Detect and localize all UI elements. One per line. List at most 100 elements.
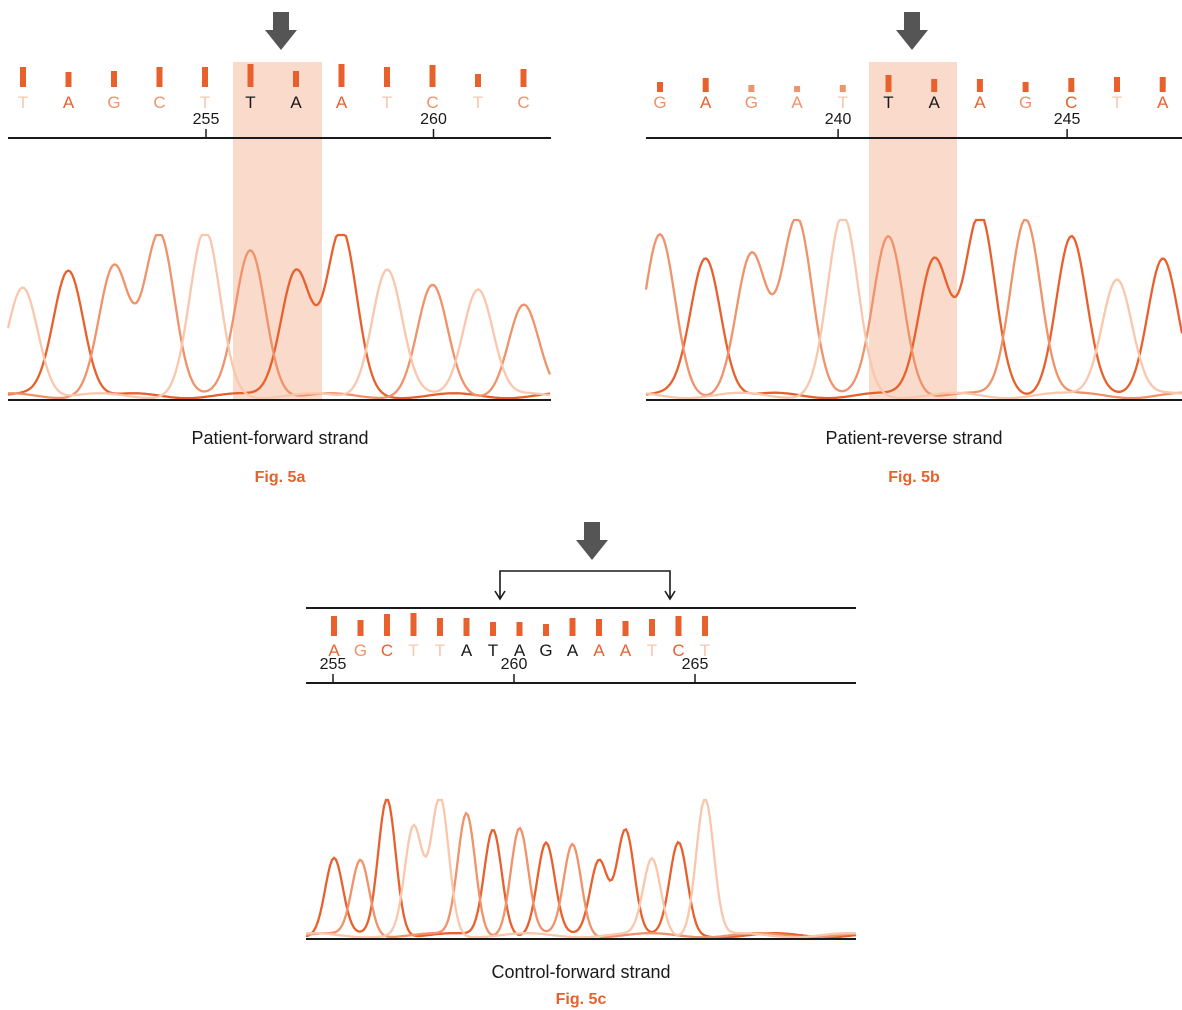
base-quality-bar	[111, 71, 117, 87]
base-quality-bar	[20, 67, 26, 87]
base-quality-bar	[384, 614, 390, 636]
base-call-label: T	[647, 641, 657, 660]
base-quality-bar	[1022, 82, 1029, 92]
down-arrow-icon	[576, 522, 608, 560]
axis-tick-label: 255	[193, 111, 220, 128]
base-call-label: T	[473, 93, 483, 112]
base-quality-bar	[338, 64, 345, 87]
base-call-label: A	[700, 93, 712, 112]
base-call-label: T	[200, 93, 210, 112]
chromatogram-traces	[644, 218, 1182, 401]
base-quality-bar	[976, 79, 983, 92]
base-call-label: T	[18, 93, 28, 112]
base-quality-bar	[702, 616, 708, 636]
trace-dark	[305, 798, 857, 939]
base-call-label: A	[567, 641, 579, 660]
base-call-label: A	[514, 641, 526, 660]
base-call-label: T	[488, 641, 498, 660]
base-quality-bar	[702, 78, 709, 92]
arrowhead-icon	[664, 590, 676, 601]
base-quality-bar	[65, 72, 72, 87]
trace-mid	[8, 233, 552, 400]
base-quality-bar	[657, 82, 663, 92]
base-call-label: A	[328, 641, 340, 660]
base-call-label: C	[381, 641, 393, 660]
base-call-label: C	[153, 93, 165, 112]
base-call-label: A	[63, 93, 75, 112]
base-call-label: G	[354, 641, 367, 660]
down-arrow-icon	[265, 12, 297, 50]
base-call-label: A	[336, 93, 348, 112]
base-call-label: G	[107, 93, 120, 112]
axis-tick-label: 265	[682, 656, 709, 673]
base-quality-bar	[839, 85, 846, 92]
base-quality-bar	[748, 85, 755, 92]
trace-dark	[645, 218, 1182, 400]
trace-dark	[7, 233, 551, 400]
base-call-label: T	[245, 93, 255, 112]
base-quality-bar	[293, 71, 299, 87]
base-call-label: T	[838, 93, 848, 112]
axis-tick-label: 255	[320, 656, 347, 673]
base-call-label: T	[435, 641, 445, 660]
duplication-bracket	[494, 570, 676, 601]
trace-mid	[644, 218, 1182, 400]
base-quality-bar	[429, 65, 436, 87]
base-quality-bar	[247, 64, 254, 87]
base-quality-bar	[569, 618, 576, 636]
base-quality-bar	[202, 67, 208, 87]
base-quality-bar	[543, 624, 549, 636]
axis-tick-label: 260	[501, 656, 528, 673]
figure-label: Fig. 5a	[255, 469, 306, 486]
figure-label: Fig. 5b	[888, 469, 940, 486]
base-quality-bar	[410, 613, 417, 636]
base-quality-bar	[794, 86, 801, 92]
base-call-label: T	[408, 641, 418, 660]
base-quality-bar	[156, 67, 163, 87]
base-call-label: A	[1157, 93, 1169, 112]
bracket-line	[499, 570, 671, 599]
strand-caption: Patient-reverse strand	[825, 428, 1002, 448]
base-call-label: A	[290, 93, 302, 112]
base-quality-bar	[490, 622, 496, 636]
panel-5b: G A G A T T A A G C T A 240 245 Patient-reverse strand…	[646, 12, 1182, 486]
base-quality-bar	[622, 621, 629, 636]
mutation-highlight	[233, 62, 322, 400]
strand-caption: Patient-forward strand	[191, 428, 368, 448]
base-call-label: T	[1112, 93, 1122, 112]
figure-label: Fig. 5c	[556, 991, 607, 1008]
base-call-label: G	[653, 93, 666, 112]
base-call-label: C	[517, 93, 529, 112]
base-quality-bar	[649, 619, 655, 636]
base-call-label: G	[539, 641, 552, 660]
base-call-label: A	[791, 93, 803, 112]
base-call-label: A	[593, 641, 605, 660]
base-call-label: T	[883, 93, 893, 112]
base-quality-bar	[520, 69, 527, 87]
base-call-label: A	[974, 93, 986, 112]
base-call-label: A	[620, 641, 632, 660]
base-quality-bar	[675, 616, 682, 636]
chromatogram-traces	[305, 798, 857, 940]
base-call-label: G	[745, 93, 758, 112]
base-quality-bar	[931, 79, 938, 92]
base-quality-bar	[1159, 77, 1166, 92]
trace-light	[645, 218, 1182, 400]
base-quality-bar	[437, 618, 443, 636]
base-quality-bar	[357, 620, 364, 636]
axis-tick-label: 240	[825, 111, 852, 128]
arrowhead-icon	[494, 590, 506, 601]
base-call-label: T	[382, 93, 392, 112]
trace-light	[305, 798, 857, 939]
base-call-label: C	[672, 641, 684, 660]
base-quality-bar	[463, 618, 470, 636]
base-quality-bar	[384, 67, 390, 87]
base-call-label: C	[1065, 93, 1077, 112]
trace-mid	[305, 811, 857, 939]
trace-light	[6, 233, 551, 400]
base-call-label: A	[461, 641, 473, 660]
down-arrow-icon	[896, 12, 928, 50]
panel-5a: T A G C T T A A T C T C 255 260 Patient-forward strand…	[8, 12, 551, 486]
